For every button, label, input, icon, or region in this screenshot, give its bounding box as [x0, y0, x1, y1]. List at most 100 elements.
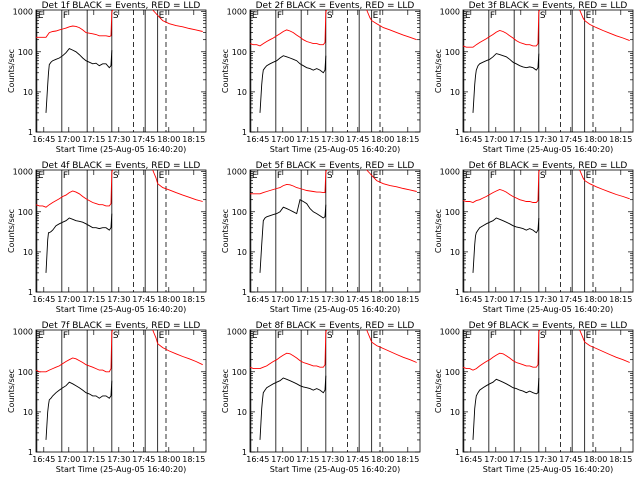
- x-tick-label: 17:30: [321, 135, 344, 144]
- x-tick-label: 17:15: [296, 135, 319, 144]
- y-tick-label: 1000: [227, 328, 247, 337]
- interval-marker-label: F: [277, 171, 282, 181]
- panel-title: Det 2f BLACK = Events, RED = LLD: [256, 1, 415, 11]
- x-tick-label: 17:15: [296, 295, 319, 304]
- interval-marker-label: E: [38, 171, 44, 181]
- x-tick-label: 17:15: [296, 455, 319, 464]
- interval-marker-label: E: [252, 331, 258, 341]
- x-axis-label: Start Time (25-Aug-05 16:40:20): [270, 305, 401, 314]
- x-axis-label: Start Time (25-Aug-05 16:40:20): [56, 305, 187, 314]
- y-tick-label: 1000: [227, 8, 247, 17]
- series-line-events: [472, 53, 540, 113]
- x-axis-label: Start Time (25-Aug-05 16:40:20): [483, 465, 614, 474]
- interval-marker-label: F: [277, 331, 282, 341]
- y-axis-label: Counts/sec: [7, 49, 16, 93]
- series-line-lld: [462, 169, 630, 203]
- interval-marker-label: E: [252, 171, 258, 181]
- x-axis-label: Start Time (25-Aug-05 16:40:20): [270, 145, 401, 154]
- plot-frame: [35, 9, 207, 133]
- interval-marker-label: E: [586, 331, 592, 341]
- interval-marker-label: E: [159, 171, 165, 181]
- y-tick-label: 1000: [13, 328, 33, 337]
- y-tick-label: 100: [18, 208, 33, 217]
- y-tick-label: 100: [18, 368, 33, 377]
- series-line-lld: [36, 9, 203, 38]
- y-tick-label: 1000: [440, 168, 460, 177]
- interval-marker-label: E: [465, 171, 471, 181]
- series-line-events: [472, 217, 540, 273]
- x-tick-label: 16:45: [246, 295, 269, 304]
- y-tick-label: 10: [450, 88, 460, 97]
- series-line-lld: [249, 329, 417, 370]
- detector-panel-9: Det 9f BLACK = Events, RED = LLD 1 10 100 10…: [434, 321, 634, 474]
- x-tick-label: 18:15: [609, 295, 632, 304]
- y-axis-label: Counts/sec: [434, 369, 443, 413]
- y-tick-label: 10: [23, 408, 33, 417]
- y-tick-label: 10: [23, 248, 33, 257]
- x-tick-label: 17:00: [271, 135, 294, 144]
- detector-panel-6: Det 6f BLACK = Events, RED = LLD 1 10 100 10…: [434, 161, 634, 314]
- interval-marker-label: F: [63, 331, 68, 341]
- interval-marker-label: F: [277, 11, 282, 21]
- panel-title: Det 8f BLACK = Events, RED = LLD: [256, 321, 415, 331]
- panel-title: Det 6f BLACK = Events, RED = LLD: [469, 161, 628, 171]
- interval-marker-label: S: [540, 11, 546, 21]
- y-tick-label: 10: [450, 248, 460, 257]
- y-tick-label: 100: [232, 208, 247, 217]
- y-tick-label: 1: [28, 128, 33, 137]
- x-tick-label: 17:45: [132, 295, 155, 304]
- x-tick-label: 17:45: [346, 135, 369, 144]
- series-line-events: [45, 380, 113, 440]
- x-tick-label: 16:45: [32, 295, 55, 304]
- x-tick-label: 18:15: [182, 455, 205, 464]
- x-tick-label: 18:00: [584, 295, 607, 304]
- plot-frame: [249, 329, 421, 453]
- y-tick-label: 1000: [440, 8, 460, 17]
- interval-marker-label: S: [540, 331, 546, 341]
- x-tick-label: 17:45: [559, 455, 582, 464]
- y-tick-label: 1000: [13, 8, 33, 17]
- x-tick-label: 18:15: [396, 135, 419, 144]
- y-tick-label: 1000: [440, 328, 460, 337]
- y-axis-label: Counts/sec: [7, 369, 16, 413]
- series-line-events: [472, 377, 540, 440]
- detector-panel-1: Det 1f BLACK = Events, RED = LLD 1 10 100 10…: [7, 1, 207, 154]
- y-tick-label: 100: [18, 48, 33, 57]
- interval-marker-label: S: [327, 331, 333, 341]
- interval-marker-label: E: [373, 171, 379, 181]
- x-tick-label: 18:00: [157, 135, 180, 144]
- interval-marker-label: E: [373, 11, 379, 21]
- series-line-lld: [249, 9, 417, 47]
- plot-frame: [462, 169, 634, 293]
- y-tick-label: 100: [445, 368, 460, 377]
- series-line-lld: [462, 9, 630, 48]
- x-tick-label: 17:00: [57, 295, 80, 304]
- panel-title: Det 1f BLACK = Events, RED = LLD: [42, 1, 201, 11]
- series-line-events: [259, 375, 327, 440]
- x-tick-label: 17:45: [346, 455, 369, 464]
- interval-marker-label: F: [490, 331, 495, 341]
- x-tick-label: 17:00: [57, 135, 80, 144]
- x-tick-label: 17:15: [509, 135, 532, 144]
- y-tick-label: 100: [445, 208, 460, 217]
- x-tick-label: 17:15: [82, 295, 105, 304]
- y-axis-label: Counts/sec: [221, 49, 230, 93]
- x-tick-label: 16:45: [246, 455, 269, 464]
- plot-frame: [462, 9, 634, 133]
- x-tick-label: 17:30: [534, 135, 557, 144]
- y-axis-label: Counts/sec: [7, 209, 16, 253]
- interval-marker-label: E: [252, 11, 258, 21]
- x-tick-label: 17:30: [107, 455, 130, 464]
- y-tick-label: 1: [242, 288, 247, 297]
- x-tick-label: 18:00: [584, 455, 607, 464]
- x-tick-label: 18:15: [182, 135, 205, 144]
- x-tick-label: 18:00: [371, 135, 394, 144]
- x-tick-label: 17:45: [132, 135, 155, 144]
- detector-panel-2: Det 2f BLACK = Events, RED = LLD 1 10 100 10…: [221, 1, 421, 154]
- y-tick-label: 10: [237, 408, 247, 417]
- x-tick-label: 17:00: [271, 455, 294, 464]
- x-tick-label: 18:00: [157, 295, 180, 304]
- x-tick-label: 17:15: [509, 455, 532, 464]
- interval-marker-label: F: [63, 11, 68, 21]
